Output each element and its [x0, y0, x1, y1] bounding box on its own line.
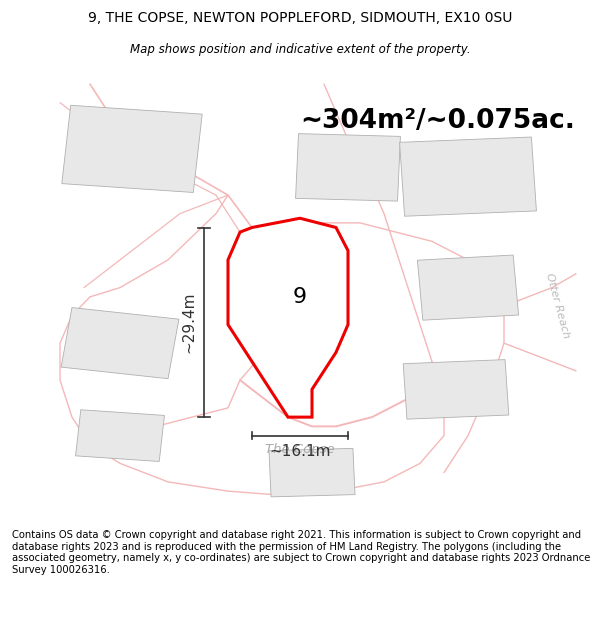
Text: ~304m²/~0.075ac.: ~304m²/~0.075ac. [300, 108, 575, 134]
Polygon shape [76, 410, 164, 461]
Text: 9: 9 [293, 287, 307, 307]
Text: The Copse: The Copse [265, 443, 335, 456]
Text: Otter Reach: Otter Reach [544, 272, 572, 340]
Polygon shape [269, 448, 355, 497]
Polygon shape [61, 308, 179, 379]
Polygon shape [296, 134, 400, 201]
Polygon shape [403, 359, 509, 419]
Text: Contains OS data © Crown copyright and database right 2021. This information is : Contains OS data © Crown copyright and d… [12, 530, 590, 575]
Polygon shape [62, 105, 202, 192]
Polygon shape [418, 255, 518, 320]
Polygon shape [228, 218, 348, 417]
Text: Map shows position and indicative extent of the property.: Map shows position and indicative extent… [130, 42, 470, 56]
Text: 9, THE COPSE, NEWTON POPPLEFORD, SIDMOUTH, EX10 0SU: 9, THE COPSE, NEWTON POPPLEFORD, SIDMOUT… [88, 11, 512, 26]
Text: ~29.4m: ~29.4m [182, 291, 197, 353]
Polygon shape [400, 137, 536, 216]
Text: ~16.1m: ~16.1m [269, 444, 331, 459]
